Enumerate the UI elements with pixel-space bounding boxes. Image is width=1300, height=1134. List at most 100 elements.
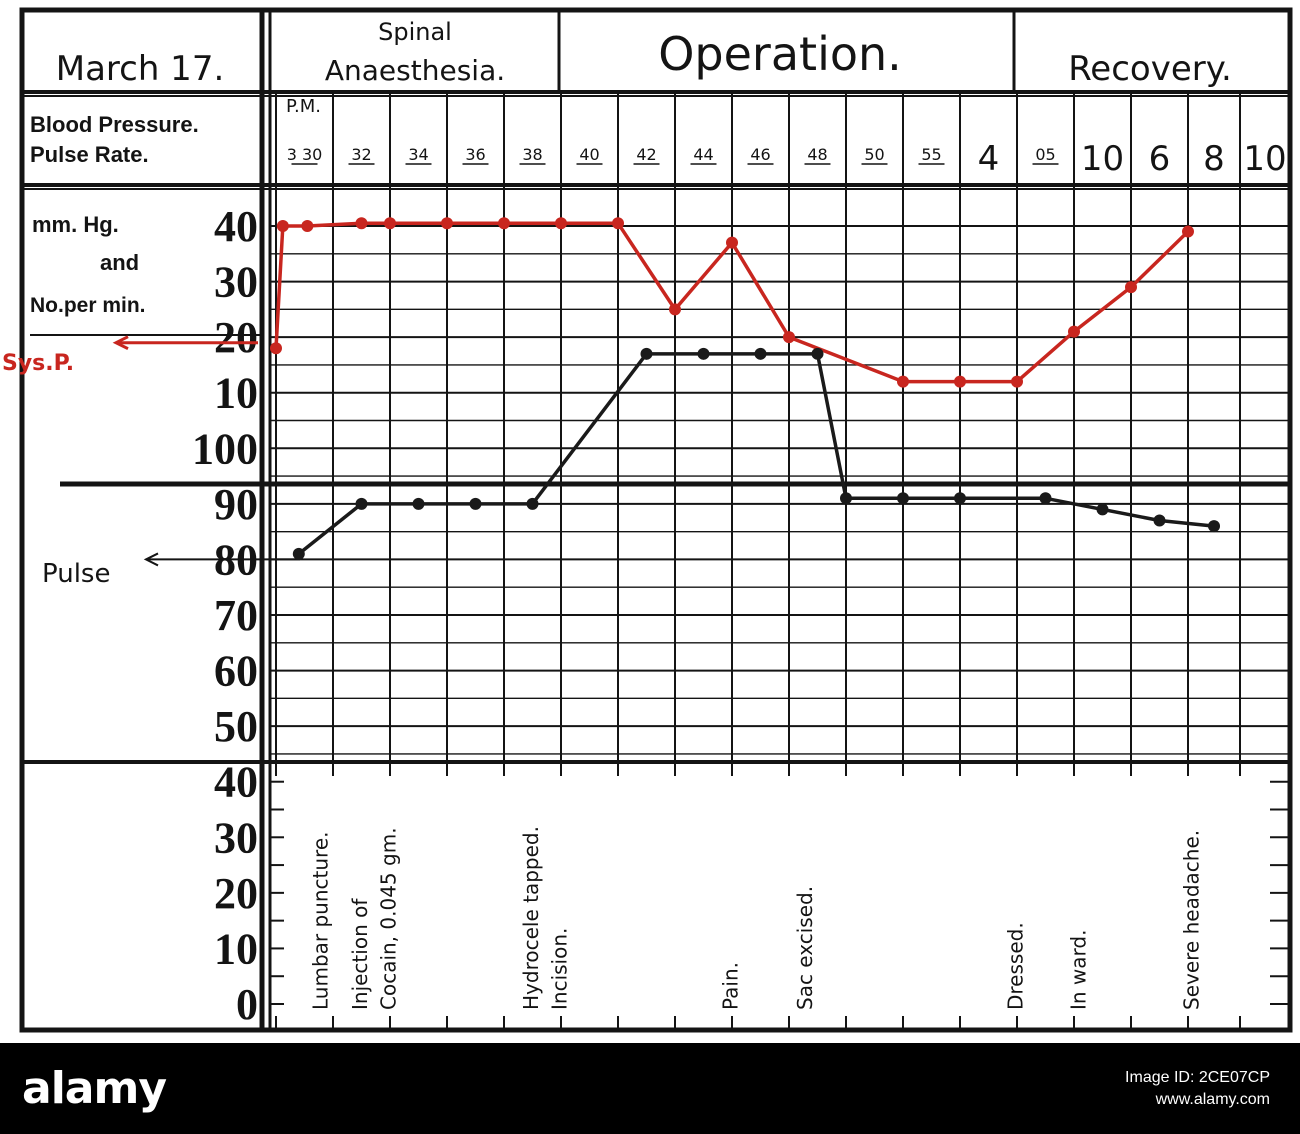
series-0-point-0: [270, 342, 282, 355]
phase-recovery: Recovery.: [1068, 49, 1232, 89]
series-line-1: [297, 352, 1215, 556]
y-tick-label-5: 90: [214, 480, 258, 529]
y-tick-label-2: 20: [214, 313, 258, 362]
y-tick-label-14: 0: [236, 980, 258, 1029]
series-0-point-11: [783, 331, 795, 344]
x-tick-label-0: 3 30: [287, 145, 323, 164]
sys-p-marker-label: Sys.P.: [2, 351, 74, 376]
x-tick-label-1: 32: [351, 145, 371, 164]
y-tick-label-9: 50: [214, 702, 258, 751]
series-1-point-13: [1096, 503, 1109, 516]
watermark-footer: alamy Image ID: 2CE07CP www.alamy.com: [0, 1043, 1300, 1134]
grid-horizontal: [270, 225, 1290, 755]
y-tick-label-13: 10: [214, 924, 258, 973]
y-tick-label-0: 40: [214, 202, 258, 251]
axis-unit-and: and: [100, 250, 139, 275]
annotation-7: Dressed.: [1004, 922, 1028, 1010]
x-tick-label-14: 10: [1081, 139, 1124, 179]
series-1-point-10: [897, 492, 909, 505]
x-tick-labels: 3 30 32 34 36 38 40 42 44 46 48 50 55 4 05 10 6 8 10: [287, 139, 1287, 179]
x-tick-label-5: 40: [579, 145, 599, 164]
series-1: [292, 347, 1220, 560]
x-tick-label-3: 36: [465, 145, 485, 164]
x-tick-label-11: 55: [921, 145, 941, 164]
image-info: Image ID: 2CE07CP www.alamy.com: [1125, 1067, 1270, 1111]
chart-svg: 3 30 32 34 36 38 40 42 44 46 48 50 55 4 05 10 6 8 10 40 30…: [2, 7, 1293, 1033]
x-tick-label-8: 46: [750, 145, 770, 164]
series-layer: [112, 217, 1220, 567]
series-1-point-12: [1039, 492, 1052, 505]
series-0-point-10: [726, 236, 738, 249]
pulse-arrowhead: [143, 552, 159, 567]
pulse-marker-label: Pulse: [42, 559, 110, 589]
phase-operation: Operation.: [658, 27, 902, 81]
y-tick-label-10: 40: [214, 758, 258, 807]
axis-unit-mmhg: mm. Hg.: [32, 212, 119, 237]
axis-unit-per-min: No.per min.: [30, 294, 146, 317]
x-tick-label-7: 44: [693, 145, 713, 164]
x-tick-label-10: 50: [864, 145, 884, 164]
annotation-9: Severe headache.: [1179, 830, 1203, 1010]
series-1-point-6: [697, 347, 710, 360]
chart-frame: [19, 7, 1293, 1033]
x-tick-label-6: 42: [636, 145, 656, 164]
y-tick-label-12: 20: [214, 869, 258, 918]
series-0-point-16: [1125, 281, 1137, 294]
series-1-point-4: [526, 497, 539, 510]
series-0: [270, 217, 1194, 388]
date-label: March 17.: [56, 49, 225, 89]
chart-figure: 3 30 32 34 36 38 40 42 44 46 48 50 55 4 05 10 6 8 10 40 30…: [2, 7, 1293, 1033]
series-0-point-13: [954, 375, 966, 388]
annotation-1: Injection of: [348, 898, 372, 1010]
event-annotations: Lumbar puncture. Injection of Cocain, 0.04…: [308, 826, 1203, 1010]
series-0-point-2: [301, 220, 314, 232]
y-tick-label-8: 60: [214, 647, 258, 696]
series-0-point-5: [441, 217, 453, 230]
x-tick-label-15: 6: [1149, 139, 1171, 179]
series-1-point-0: [292, 547, 305, 560]
pm-label: P.M.: [286, 96, 321, 117]
series-1-point-3: [469, 497, 482, 510]
series-0-point-14: [1011, 375, 1023, 388]
grid-vertical: [275, 92, 1291, 762]
y-tick-label-1: 30: [214, 258, 258, 307]
annotation-5: Pain.: [719, 962, 743, 1010]
phase-spinal-line2: Anaesthesia.: [325, 54, 505, 87]
series-0-point-12: [897, 375, 909, 388]
annotation-0: Lumbar puncture.: [308, 832, 332, 1011]
annotation-8: In ward.: [1066, 930, 1090, 1010]
site-url: www.alamy.com: [1155, 1091, 1270, 1108]
x-tick-label-12: 4: [978, 139, 1000, 179]
series-0-point-9: [669, 303, 681, 316]
image-id: Image ID: 2CE07CP: [1125, 1069, 1270, 1086]
x-tick-label-17: 10: [1243, 139, 1286, 179]
row-label-pulse-rate: Pulse Rate.: [30, 142, 149, 167]
row-label-blood-pressure: Blood Pressure.: [30, 112, 199, 137]
series-1-point-8: [811, 347, 824, 360]
series-1-point-1: [355, 497, 368, 510]
x-tick-label-16: 8: [1203, 139, 1225, 179]
series-0-point-15: [1068, 325, 1080, 338]
y-tick-label-4: 100: [192, 424, 258, 473]
annotation-4: Incision.: [548, 928, 572, 1010]
series-0-point-7: [555, 217, 567, 230]
series-1-point-9: [840, 492, 852, 505]
y-tick-label-3: 10: [214, 369, 258, 418]
x-tick-label-2: 34: [408, 145, 428, 164]
series-1-point-14: [1153, 514, 1166, 527]
x-tick-label-13: 05: [1035, 145, 1055, 164]
phase-spinal-line1: Spinal: [378, 18, 452, 46]
x-tick-label-9: 48: [807, 145, 827, 164]
sys-p-arrowhead: [112, 335, 129, 351]
annotation-3: Hydrocele tapped.: [519, 826, 543, 1010]
bottom-axis-ticks: [270, 762, 1291, 1030]
series-0-point-4: [384, 217, 396, 230]
x-tick-label-4: 38: [522, 145, 542, 164]
y-tick-label-7: 70: [214, 591, 258, 640]
series-1-point-15: [1208, 520, 1220, 533]
brand-logo: alamy: [22, 1063, 167, 1114]
series-1-point-2: [412, 497, 425, 510]
series-0-point-8: [612, 217, 624, 230]
series-1-point-11: [954, 492, 966, 505]
